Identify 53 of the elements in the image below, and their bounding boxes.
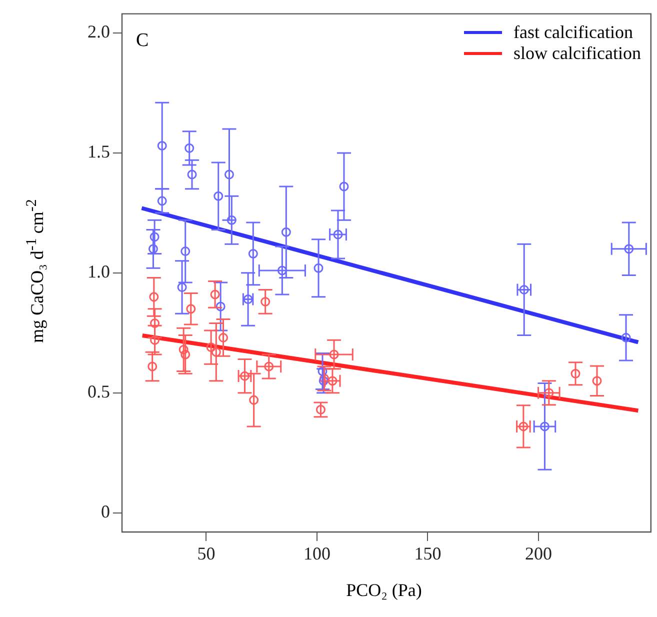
point [177, 282, 187, 292]
point [329, 350, 339, 360]
point [624, 244, 634, 254]
point [150, 232, 160, 242]
point [224, 170, 234, 180]
x-tick-label: 100 [303, 544, 330, 564]
point [187, 170, 197, 180]
point [218, 332, 228, 342]
y-tick-label: 2.0 [88, 22, 110, 42]
legend-label: fast calcification [514, 22, 633, 43]
point [216, 302, 226, 312]
legend-label: slow calcification [514, 43, 641, 64]
point [206, 342, 216, 352]
point [150, 318, 160, 328]
x-axis-title: PCO₂ (Pa) [346, 580, 422, 601]
point [178, 344, 188, 354]
point [260, 296, 270, 306]
point [540, 422, 550, 432]
point [318, 376, 328, 386]
point [148, 362, 158, 372]
point [277, 266, 287, 276]
point [339, 182, 349, 192]
point [592, 376, 602, 386]
point [318, 366, 328, 376]
point [180, 350, 190, 360]
point [148, 244, 158, 254]
point [149, 292, 159, 302]
point [186, 304, 196, 314]
x-tick-label: 150 [414, 544, 442, 564]
point [150, 335, 160, 345]
x-tick-label: 50 [197, 544, 216, 564]
point [211, 347, 221, 357]
y-tick-label: 1.0 [88, 262, 110, 282]
point [621, 332, 631, 342]
annotation: C [136, 30, 149, 52]
point [210, 290, 220, 300]
point [281, 227, 291, 237]
point [157, 141, 167, 150]
point [249, 395, 259, 405]
point [184, 143, 194, 153]
y-tick-label: 0.5 [88, 382, 110, 402]
point [226, 215, 236, 225]
point [157, 196, 167, 206]
point [180, 246, 190, 256]
point [314, 263, 324, 273]
y-tick-label: 0 [101, 502, 110, 522]
x-tick-label: 200 [525, 544, 552, 564]
point [214, 191, 224, 201]
point [544, 388, 554, 398]
point [570, 368, 580, 378]
point [264, 362, 274, 372]
y-tick-label: 1.5 [88, 142, 110, 162]
point [248, 248, 258, 258]
